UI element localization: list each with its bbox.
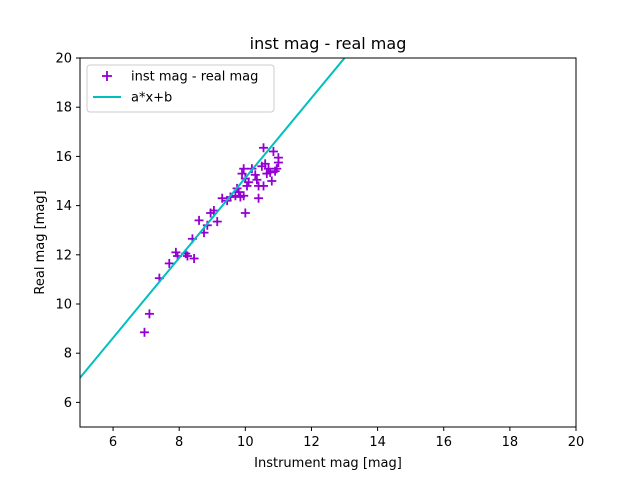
data-point	[272, 164, 282, 174]
data-point	[194, 215, 204, 225]
legend-label-scatter: inst mag - real mag	[131, 70, 258, 85]
data-point	[239, 164, 249, 174]
x-tick-label: 20	[568, 435, 585, 450]
y-tick-label: 10	[55, 298, 72, 313]
legend-marker-scatter	[102, 71, 112, 81]
data-point	[250, 170, 260, 180]
data-point	[237, 169, 247, 179]
data-point	[182, 251, 192, 261]
data-point	[217, 193, 227, 203]
x-tick-label: 18	[502, 435, 519, 450]
data-point	[234, 187, 244, 197]
y-tick-label: 18	[55, 101, 72, 116]
data-point	[254, 193, 264, 203]
data-point	[144, 309, 154, 319]
x-tick-label: 8	[175, 435, 183, 450]
legend-label-line: a*x+b	[131, 91, 172, 106]
x-axis-label: Instrument mag [mag]	[254, 456, 402, 471]
data-point	[212, 217, 222, 227]
data-point	[189, 253, 199, 263]
data-point	[240, 208, 250, 218]
y-tick-label: 8	[64, 347, 72, 362]
x-tick-label: 16	[435, 435, 452, 450]
y-axis-label: Real mag [mag]	[33, 190, 48, 294]
plot-series-layer	[80, 58, 346, 379]
chart-title: inst mag - real mag	[250, 34, 407, 53]
data-point	[139, 327, 149, 337]
data-point	[268, 146, 278, 156]
legend: inst mag - real mag a*x+b	[86, 64, 275, 113]
data-point	[267, 176, 277, 186]
data-point	[252, 175, 262, 185]
data-point	[265, 167, 275, 177]
x-tick-label: 12	[303, 435, 320, 450]
data-point	[273, 158, 283, 168]
data-point	[239, 191, 249, 201]
data-point	[164, 258, 174, 268]
y-tick-label: 6	[64, 396, 72, 411]
data-point	[259, 181, 269, 191]
y-tick-label: 16	[55, 150, 72, 165]
y-axis: 6 8 10 12 14 16 18 20	[55, 52, 80, 411]
x-tick-label: 14	[369, 435, 386, 450]
plot-frame	[79, 57, 577, 428]
data-point	[259, 143, 269, 153]
data-point	[244, 177, 254, 187]
x-axis: 6 8 10 12 14 16 18 20	[109, 427, 584, 450]
x-tick-label: 10	[237, 435, 254, 450]
y-tick-label: 20	[55, 52, 72, 67]
legend-box	[86, 64, 275, 113]
y-tick-label: 12	[55, 248, 72, 263]
x-tick-label: 6	[109, 435, 117, 450]
y-tick-label: 14	[55, 199, 72, 214]
fit-line	[80, 58, 346, 379]
data-point	[209, 206, 219, 216]
data-point	[260, 159, 270, 169]
